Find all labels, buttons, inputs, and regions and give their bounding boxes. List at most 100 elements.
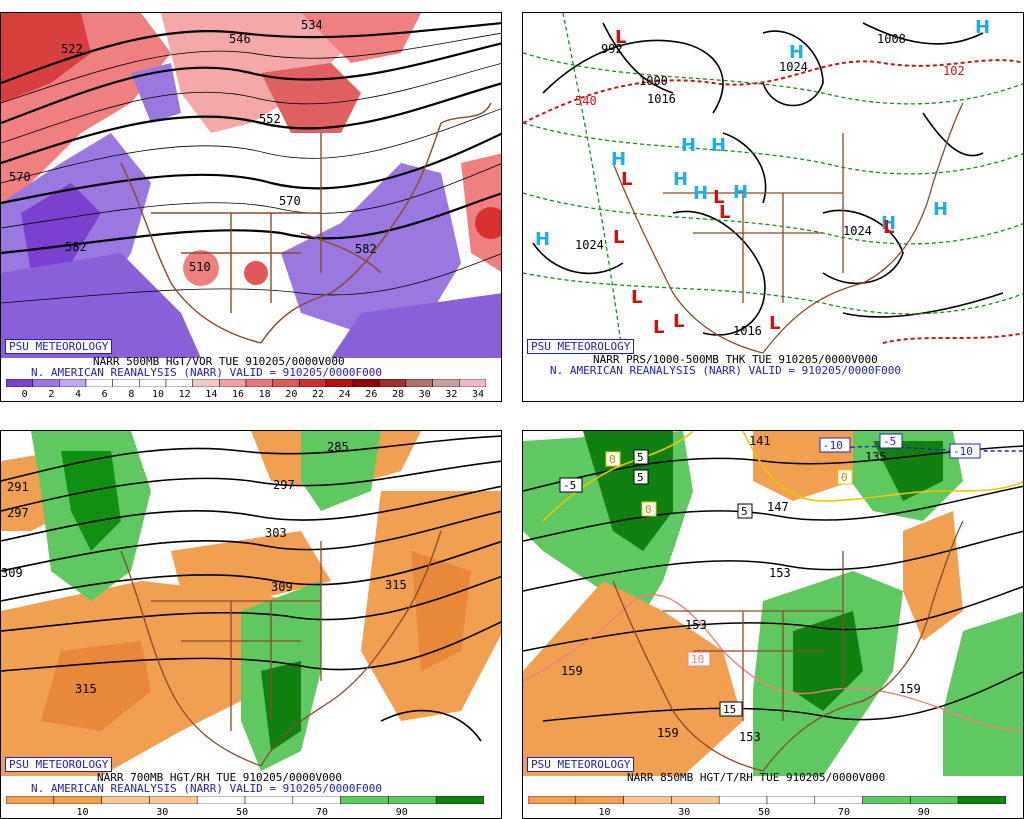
- legend-swatch: [405, 379, 433, 387]
- contour-label: 285: [327, 440, 349, 454]
- contour-label: 297: [7, 506, 29, 520]
- legend-humidity: [6, 796, 484, 804]
- contour-label: 570: [9, 170, 31, 184]
- low-pressure-marker: L: [883, 217, 894, 238]
- high-pressure-marker: H: [975, 17, 990, 38]
- legend-tick-label: 28: [391, 389, 405, 400]
- high-pressure-marker: H: [611, 149, 626, 170]
- low-pressure-marker: L: [769, 313, 780, 334]
- contour-label: 570: [279, 194, 301, 208]
- temperature-label: 5: [741, 505, 748, 518]
- legend-swatch: [575, 796, 624, 804]
- legend-swatch: [299, 379, 327, 387]
- thickness-label: 102: [943, 64, 965, 78]
- contour-label: 582: [355, 242, 377, 256]
- temperature-label-box: [633, 469, 649, 485]
- legend-tick-label: 22: [311, 389, 325, 400]
- legend-tick-label: 70: [837, 807, 850, 818]
- legend-tick-label: 18: [258, 389, 271, 400]
- low-pressure-marker: L: [615, 27, 626, 48]
- legend-swatch: [139, 379, 167, 387]
- legend-swatch: [325, 379, 353, 387]
- legend-tick-label: 26: [365, 389, 378, 400]
- temperature-label-box: [819, 437, 851, 453]
- map-500mb-vorticity: 522 546 534 552 570 582 510 582 570: [1, 13, 501, 358]
- legend-tick-label: 30: [156, 807, 169, 818]
- temperature-label: 0: [841, 471, 848, 484]
- low-pressure-marker: L: [719, 202, 730, 223]
- temperature-label-box: [879, 433, 903, 449]
- legend-labels: 0 2 4 6 8 10 12 14 16 18 20 22 24 26 28 30 32 34: [6, 389, 486, 401]
- temperature-label: 10: [691, 653, 704, 666]
- contour-label: 147: [767, 500, 789, 514]
- contour-label: 141: [749, 434, 771, 448]
- legend-swatch: [379, 379, 407, 387]
- legend-tick-label: 20: [285, 389, 298, 400]
- legend-swatch: [32, 379, 60, 387]
- high-pressure-marker: H: [681, 135, 696, 156]
- temperature-label: 5: [637, 451, 644, 464]
- temperature-label: -10: [953, 445, 973, 458]
- contour-label: 582: [65, 240, 87, 254]
- legend-tick-label: 10: [151, 389, 165, 400]
- temperature-label: 0: [645, 503, 652, 516]
- contour-label: 510: [189, 260, 211, 274]
- legend-swatch: [340, 796, 389, 804]
- caption-valid: N. AMERICAN REANALYSIS (NARR) VALID = 91…: [31, 782, 382, 795]
- legend-tick-label: 30: [418, 389, 431, 400]
- contour-label: 552: [259, 112, 281, 126]
- caption-title: NARR 700MB HGT/RH TUE 910205/0000V000: [97, 771, 343, 784]
- temperature-label-box: [559, 477, 583, 493]
- temperature-label-box: [605, 451, 621, 467]
- legend-humidity: [528, 796, 1006, 804]
- legend-tick-label: 90: [395, 807, 408, 818]
- low-pressure-marker: L: [631, 287, 642, 308]
- legend-tick-label: 12: [178, 389, 191, 400]
- legend-swatch: [245, 379, 273, 387]
- legend-tick-label: 2: [48, 389, 55, 400]
- temperature-label: -5: [563, 479, 576, 492]
- caption-title: NARR 500MB HGT/VOR TUE 910205/0000V000: [93, 355, 345, 368]
- legend-swatch: [623, 796, 672, 804]
- brand-label: PSU METEOROLOGY: [5, 757, 113, 772]
- high-pressure-marker: H: [933, 199, 948, 220]
- legend-tick-label: 6: [101, 389, 108, 400]
- legend-tick-label: 24: [338, 389, 351, 400]
- contour-label: 522: [61, 42, 83, 56]
- temperature-label-box: [837, 469, 853, 485]
- panel-700mb-hgt-rh: 291 297 285 297 303 309 315 315 309 PSU …: [0, 430, 502, 819]
- contour-label: 546: [229, 32, 251, 46]
- legend-vorticity: [6, 379, 486, 387]
- legend-labels: 10 30 50 70 90: [6, 807, 484, 818]
- legend-swatch: [814, 796, 863, 804]
- contour-label: 309: [1, 566, 23, 580]
- legend-swatch: [192, 379, 220, 387]
- temperature-label-box: [949, 443, 981, 459]
- contour-label: 1024: [779, 60, 808, 74]
- contour-label: 534: [301, 18, 323, 32]
- high-pressure-marker: H: [881, 213, 896, 234]
- panel-500mb-hgt-vor: 522 546 534 552 570 582 510 582 570 PSU …: [0, 12, 502, 402]
- contour-label: 1024: [843, 224, 872, 238]
- low-pressure-marker: L: [621, 169, 632, 190]
- legend-swatch: [59, 379, 87, 387]
- contour-label: 153: [739, 730, 761, 744]
- legend-swatch: [671, 796, 720, 804]
- legend-swatch: [910, 796, 959, 804]
- contour-label: 159: [899, 682, 921, 696]
- contour-label: 1016: [733, 324, 762, 338]
- high-pressure-marker: H: [711, 135, 726, 156]
- caption-title: NARR 850MB HGT/T/RH TUE 910205/0000V000: [627, 771, 886, 784]
- contour-label: 303: [265, 526, 287, 540]
- temperature-label-box: [633, 449, 649, 465]
- legend-tick-label: 10: [76, 807, 89, 818]
- high-pressure-marker: H: [693, 183, 708, 204]
- temperature-label: -10: [823, 439, 843, 452]
- high-pressure-marker: H: [535, 229, 550, 250]
- legend-tick-label: 50: [758, 807, 771, 818]
- temperature-label: 15: [723, 703, 736, 716]
- contour-label: 159: [657, 726, 679, 740]
- legend-swatch: [85, 379, 113, 387]
- legend-tick-label: 4: [74, 389, 82, 400]
